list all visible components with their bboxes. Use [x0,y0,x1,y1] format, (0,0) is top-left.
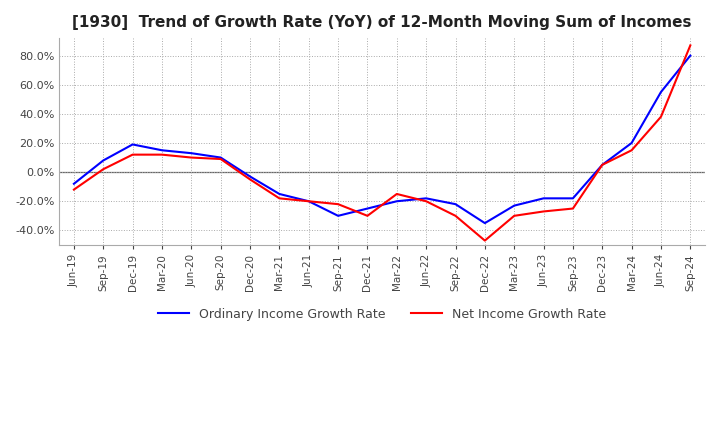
Ordinary Income Growth Rate [480,220,489,226]
Ordinary Income Growth Rate [422,196,431,201]
Net Income Growth Rate [246,177,254,182]
Net Income Growth Rate [627,148,636,153]
Ordinary Income Growth Rate [128,142,137,147]
Legend: Ordinary Income Growth Rate, Net Income Growth Rate: Ordinary Income Growth Rate, Net Income … [153,303,611,326]
Ordinary Income Growth Rate [275,191,284,197]
Ordinary Income Growth Rate [99,158,107,163]
Net Income Growth Rate [686,43,695,48]
Ordinary Income Growth Rate [187,150,196,156]
Title: [1930]  Trend of Growth Rate (YoY) of 12-Month Moving Sum of Incomes: [1930] Trend of Growth Rate (YoY) of 12-… [73,15,692,30]
Net Income Growth Rate [99,167,107,172]
Net Income Growth Rate [158,152,166,157]
Net Income Growth Rate [128,152,137,157]
Net Income Growth Rate [569,206,577,211]
Ordinary Income Growth Rate [451,202,460,207]
Net Income Growth Rate [334,202,343,207]
Net Income Growth Rate [187,155,196,160]
Net Income Growth Rate [305,198,313,204]
Net Income Growth Rate [275,196,284,201]
Ordinary Income Growth Rate [246,174,254,179]
Net Income Growth Rate [657,114,665,119]
Line: Ordinary Income Growth Rate: Ordinary Income Growth Rate [74,55,690,223]
Ordinary Income Growth Rate [363,206,372,211]
Net Income Growth Rate [216,156,225,161]
Ordinary Income Growth Rate [627,140,636,146]
Net Income Growth Rate [598,162,606,168]
Ordinary Income Growth Rate [216,155,225,160]
Net Income Growth Rate [451,213,460,219]
Ordinary Income Growth Rate [657,89,665,95]
Net Income Growth Rate [363,213,372,219]
Ordinary Income Growth Rate [305,198,313,204]
Net Income Growth Rate [510,213,518,219]
Net Income Growth Rate [480,238,489,243]
Ordinary Income Growth Rate [539,196,548,201]
Ordinary Income Growth Rate [392,198,401,204]
Ordinary Income Growth Rate [70,181,78,187]
Net Income Growth Rate [70,187,78,192]
Net Income Growth Rate [422,198,431,204]
Ordinary Income Growth Rate [158,148,166,153]
Line: Net Income Growth Rate: Net Income Growth Rate [74,45,690,241]
Net Income Growth Rate [539,209,548,214]
Ordinary Income Growth Rate [686,53,695,58]
Ordinary Income Growth Rate [569,196,577,201]
Ordinary Income Growth Rate [598,162,606,168]
Ordinary Income Growth Rate [334,213,343,219]
Ordinary Income Growth Rate [510,203,518,208]
Net Income Growth Rate [392,191,401,197]
